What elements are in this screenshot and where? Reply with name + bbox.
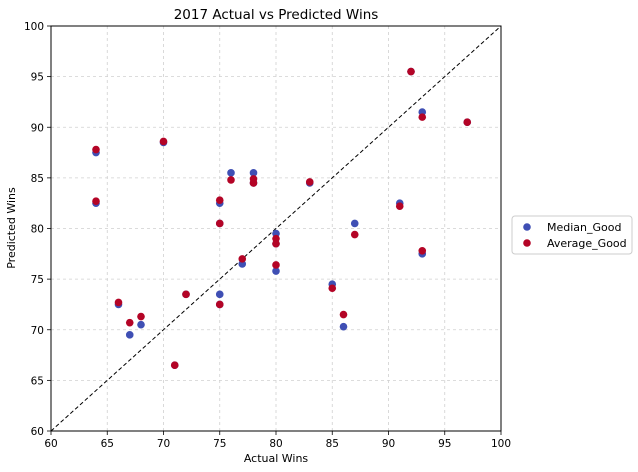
legend-marker-median-good [523, 223, 531, 231]
x-tick-label: 95 [438, 438, 451, 450]
point-average-good [328, 284, 337, 293]
y-tick-label: 80 [31, 224, 44, 236]
point-average-good [114, 298, 123, 307]
point-average-good [238, 255, 247, 263]
y-tick-label: 100 [24, 21, 44, 33]
point-average-good [182, 290, 190, 299]
legend: Median_Good Average_Good [511, 215, 633, 255]
x-tick-label: 70 [157, 438, 170, 450]
point-average-good [215, 219, 224, 228]
point-median-good [227, 169, 235, 177]
y-tick-label: 95 [31, 72, 44, 84]
points-layer [92, 67, 472, 369]
y-tick-label: 75 [31, 274, 44, 286]
point-median-good [350, 219, 359, 228]
y-axis-ticks: 60 65 70 75 80 85 90 95 100 [24, 21, 51, 438]
y-tick-label: 70 [31, 325, 44, 337]
legend-label-median-good: Median_Good [547, 221, 621, 234]
point-average-good [463, 118, 472, 126]
point-median-good [137, 320, 145, 329]
y-axis-title: Predicted Wins [5, 187, 18, 269]
legend-frame [511, 215, 633, 255]
point-average-good [137, 312, 145, 321]
x-tick-label: 65 [101, 438, 114, 450]
y-tick-label: 65 [31, 375, 44, 387]
point-median-good [272, 267, 280, 275]
point-average-good [215, 300, 224, 309]
legend-marker-average-good [523, 239, 531, 247]
point-average-good [159, 137, 168, 146]
point-average-good [272, 261, 280, 269]
point-median-good [249, 169, 258, 177]
point-average-good [92, 145, 100, 154]
y-tick-label: 85 [31, 173, 44, 185]
x-tick-label: 85 [326, 438, 339, 450]
reference-diagonal-line [50, 25, 502, 432]
point-average-good [227, 176, 235, 184]
chart-title: 2017 Actual vs Predicted Wins [174, 7, 379, 23]
point-average-good [125, 318, 134, 327]
point-average-good [339, 310, 348, 319]
point-average-good [249, 179, 258, 187]
point-average-good [215, 196, 224, 204]
point-average-good [92, 197, 100, 205]
grid-layer [51, 26, 501, 431]
x-axis-title: Actual Wins [244, 452, 309, 465]
point-average-good [350, 230, 359, 239]
y-tick-label: 90 [31, 122, 44, 134]
point-average-good [305, 178, 314, 186]
legend-label-average-good: Average_Good [547, 237, 627, 250]
reference-line-layer [50, 25, 502, 432]
point-median-good [215, 290, 224, 299]
x-axis-ticks: 60 65 70 75 80 85 90 95 100 [44, 431, 511, 450]
point-median-good [339, 322, 348, 331]
x-tick-label: 90 [382, 438, 395, 450]
point-median-good [125, 331, 134, 339]
x-tick-label: 80 [269, 438, 282, 450]
point-average-good [407, 67, 415, 76]
x-tick-label: 60 [44, 438, 57, 450]
point-average-good [170, 361, 179, 369]
y-tick-label: 60 [31, 426, 44, 438]
point-average-good [395, 202, 404, 211]
point-average-good [418, 113, 427, 121]
x-tick-label: 100 [491, 438, 511, 450]
x-tick-label: 75 [213, 438, 226, 450]
point-average-good [272, 239, 280, 248]
point-average-good [418, 246, 427, 255]
